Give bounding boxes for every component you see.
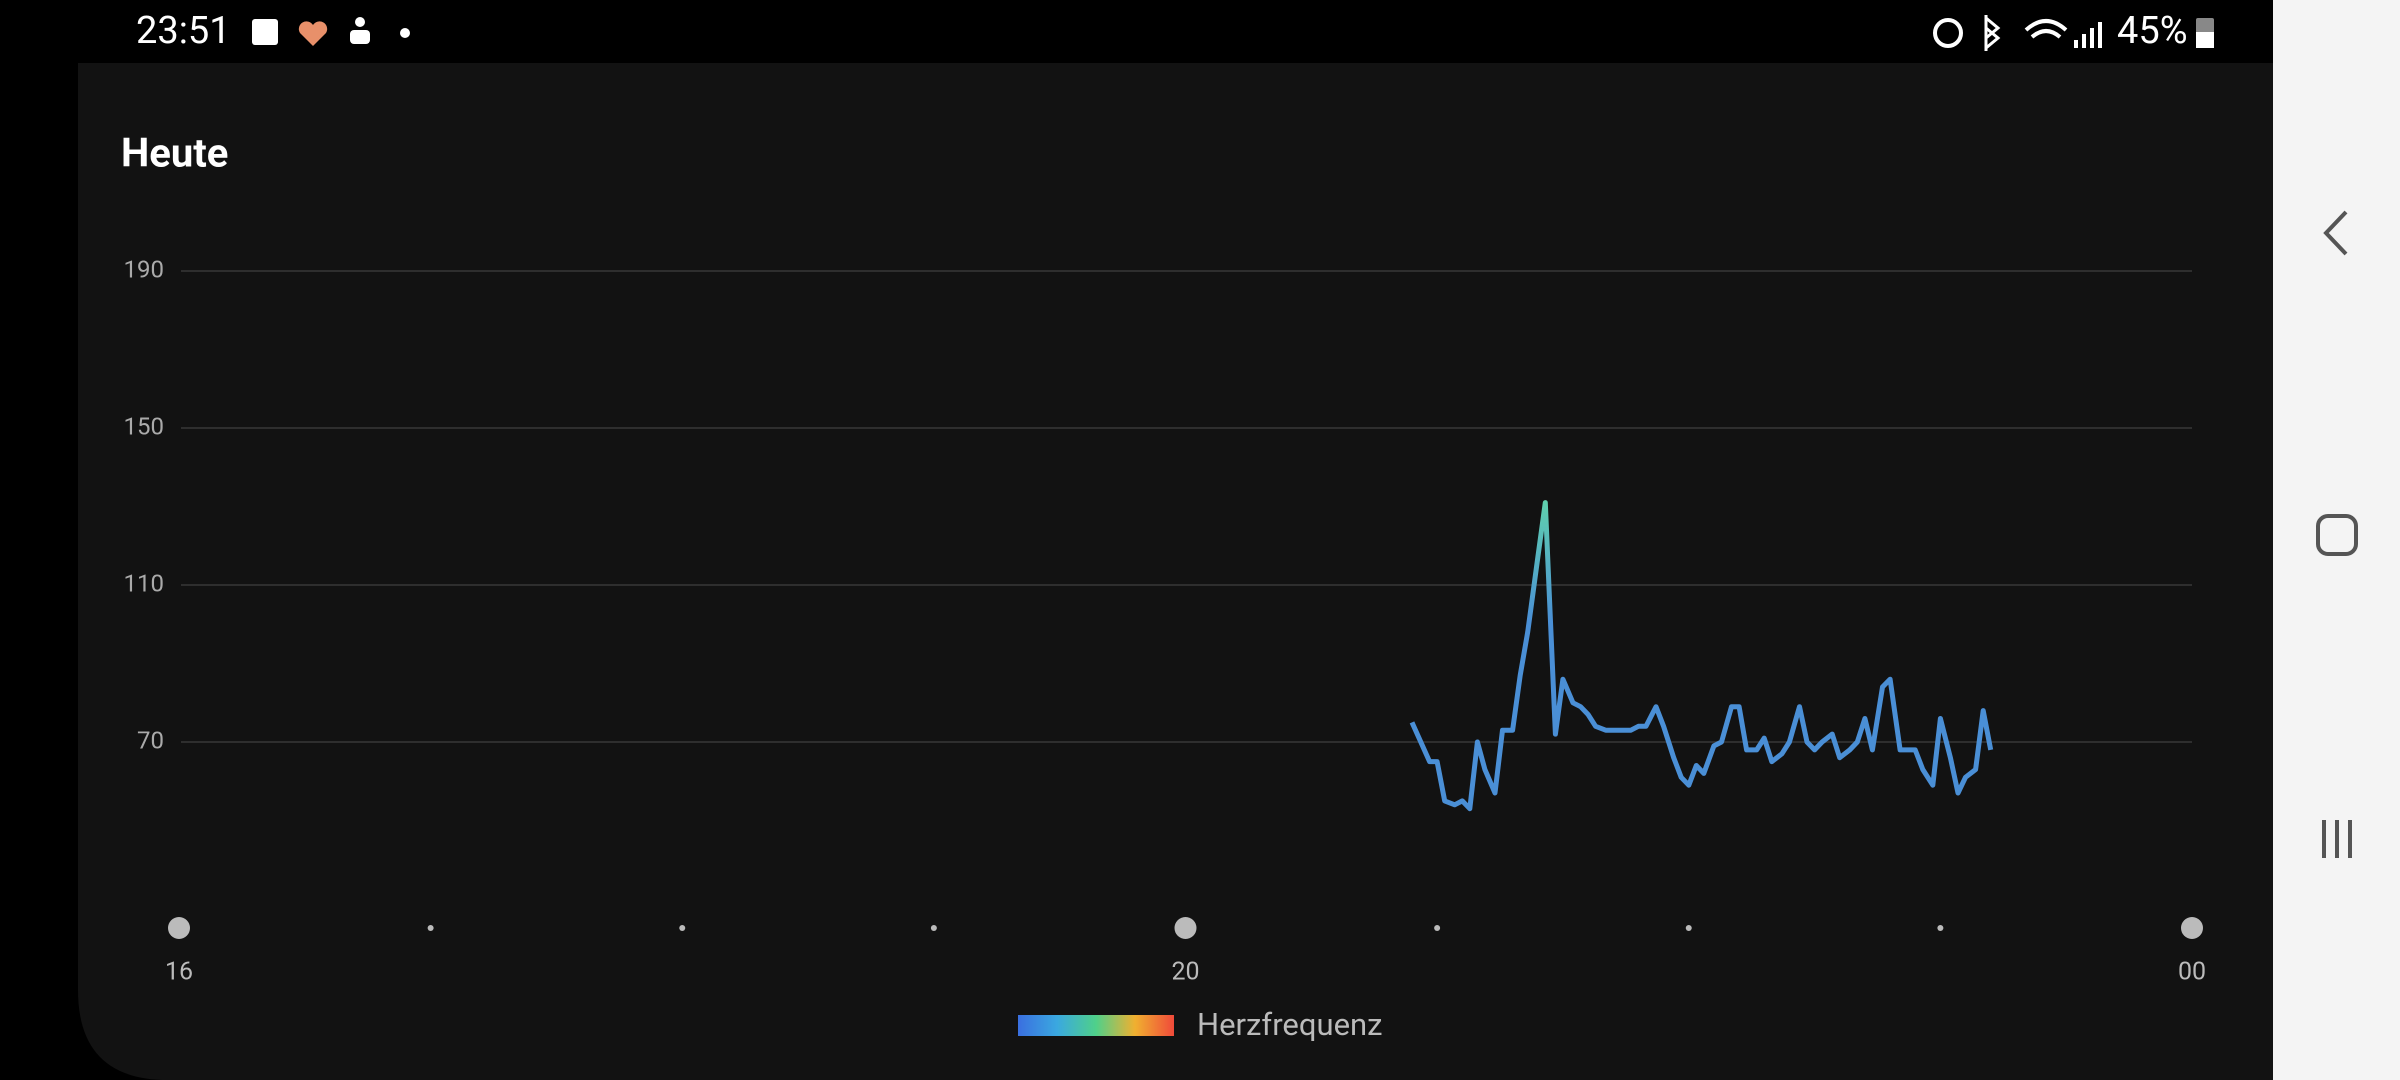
status-icons <box>252 15 2214 51</box>
x-tick-label: 00 <box>2178 958 2206 987</box>
recents-button[interactable] <box>2322 820 2352 858</box>
x-minor-tick <box>1434 925 1441 931</box>
legend-swatch <box>1018 1015 1174 1036</box>
card <box>78 63 2273 1080</box>
x-tick-dot <box>2181 917 2203 939</box>
y-tick-label: 150 <box>124 412 164 440</box>
x-minor-tick <box>679 925 686 931</box>
status-time: 23:51 <box>136 9 231 53</box>
status-battery: 45% <box>2117 9 2188 53</box>
y-tick-label: 190 <box>124 255 164 283</box>
x-minor-tick <box>1685 925 1692 931</box>
x-tick-label: 20 <box>1171 958 1199 987</box>
y-tick-label: 70 <box>137 726 164 754</box>
x-tick-dot <box>168 917 190 939</box>
legend-label: Herzfrequenz <box>1197 1006 1383 1043</box>
home-button[interactable] <box>2316 514 2358 556</box>
x-minor-tick <box>1937 925 1944 931</box>
x-tick-dot <box>1174 917 1197 939</box>
x-tick-label: 16 <box>165 958 193 987</box>
back-button[interactable] <box>2323 210 2348 256</box>
y-tick-label: 110 <box>124 569 164 597</box>
x-minor-tick <box>930 925 937 931</box>
heart-rate-line <box>1409 500 1994 812</box>
x-minor-tick <box>427 925 434 931</box>
chart-title: Heute <box>121 130 228 177</box>
nav-bar <box>2273 0 2400 1080</box>
